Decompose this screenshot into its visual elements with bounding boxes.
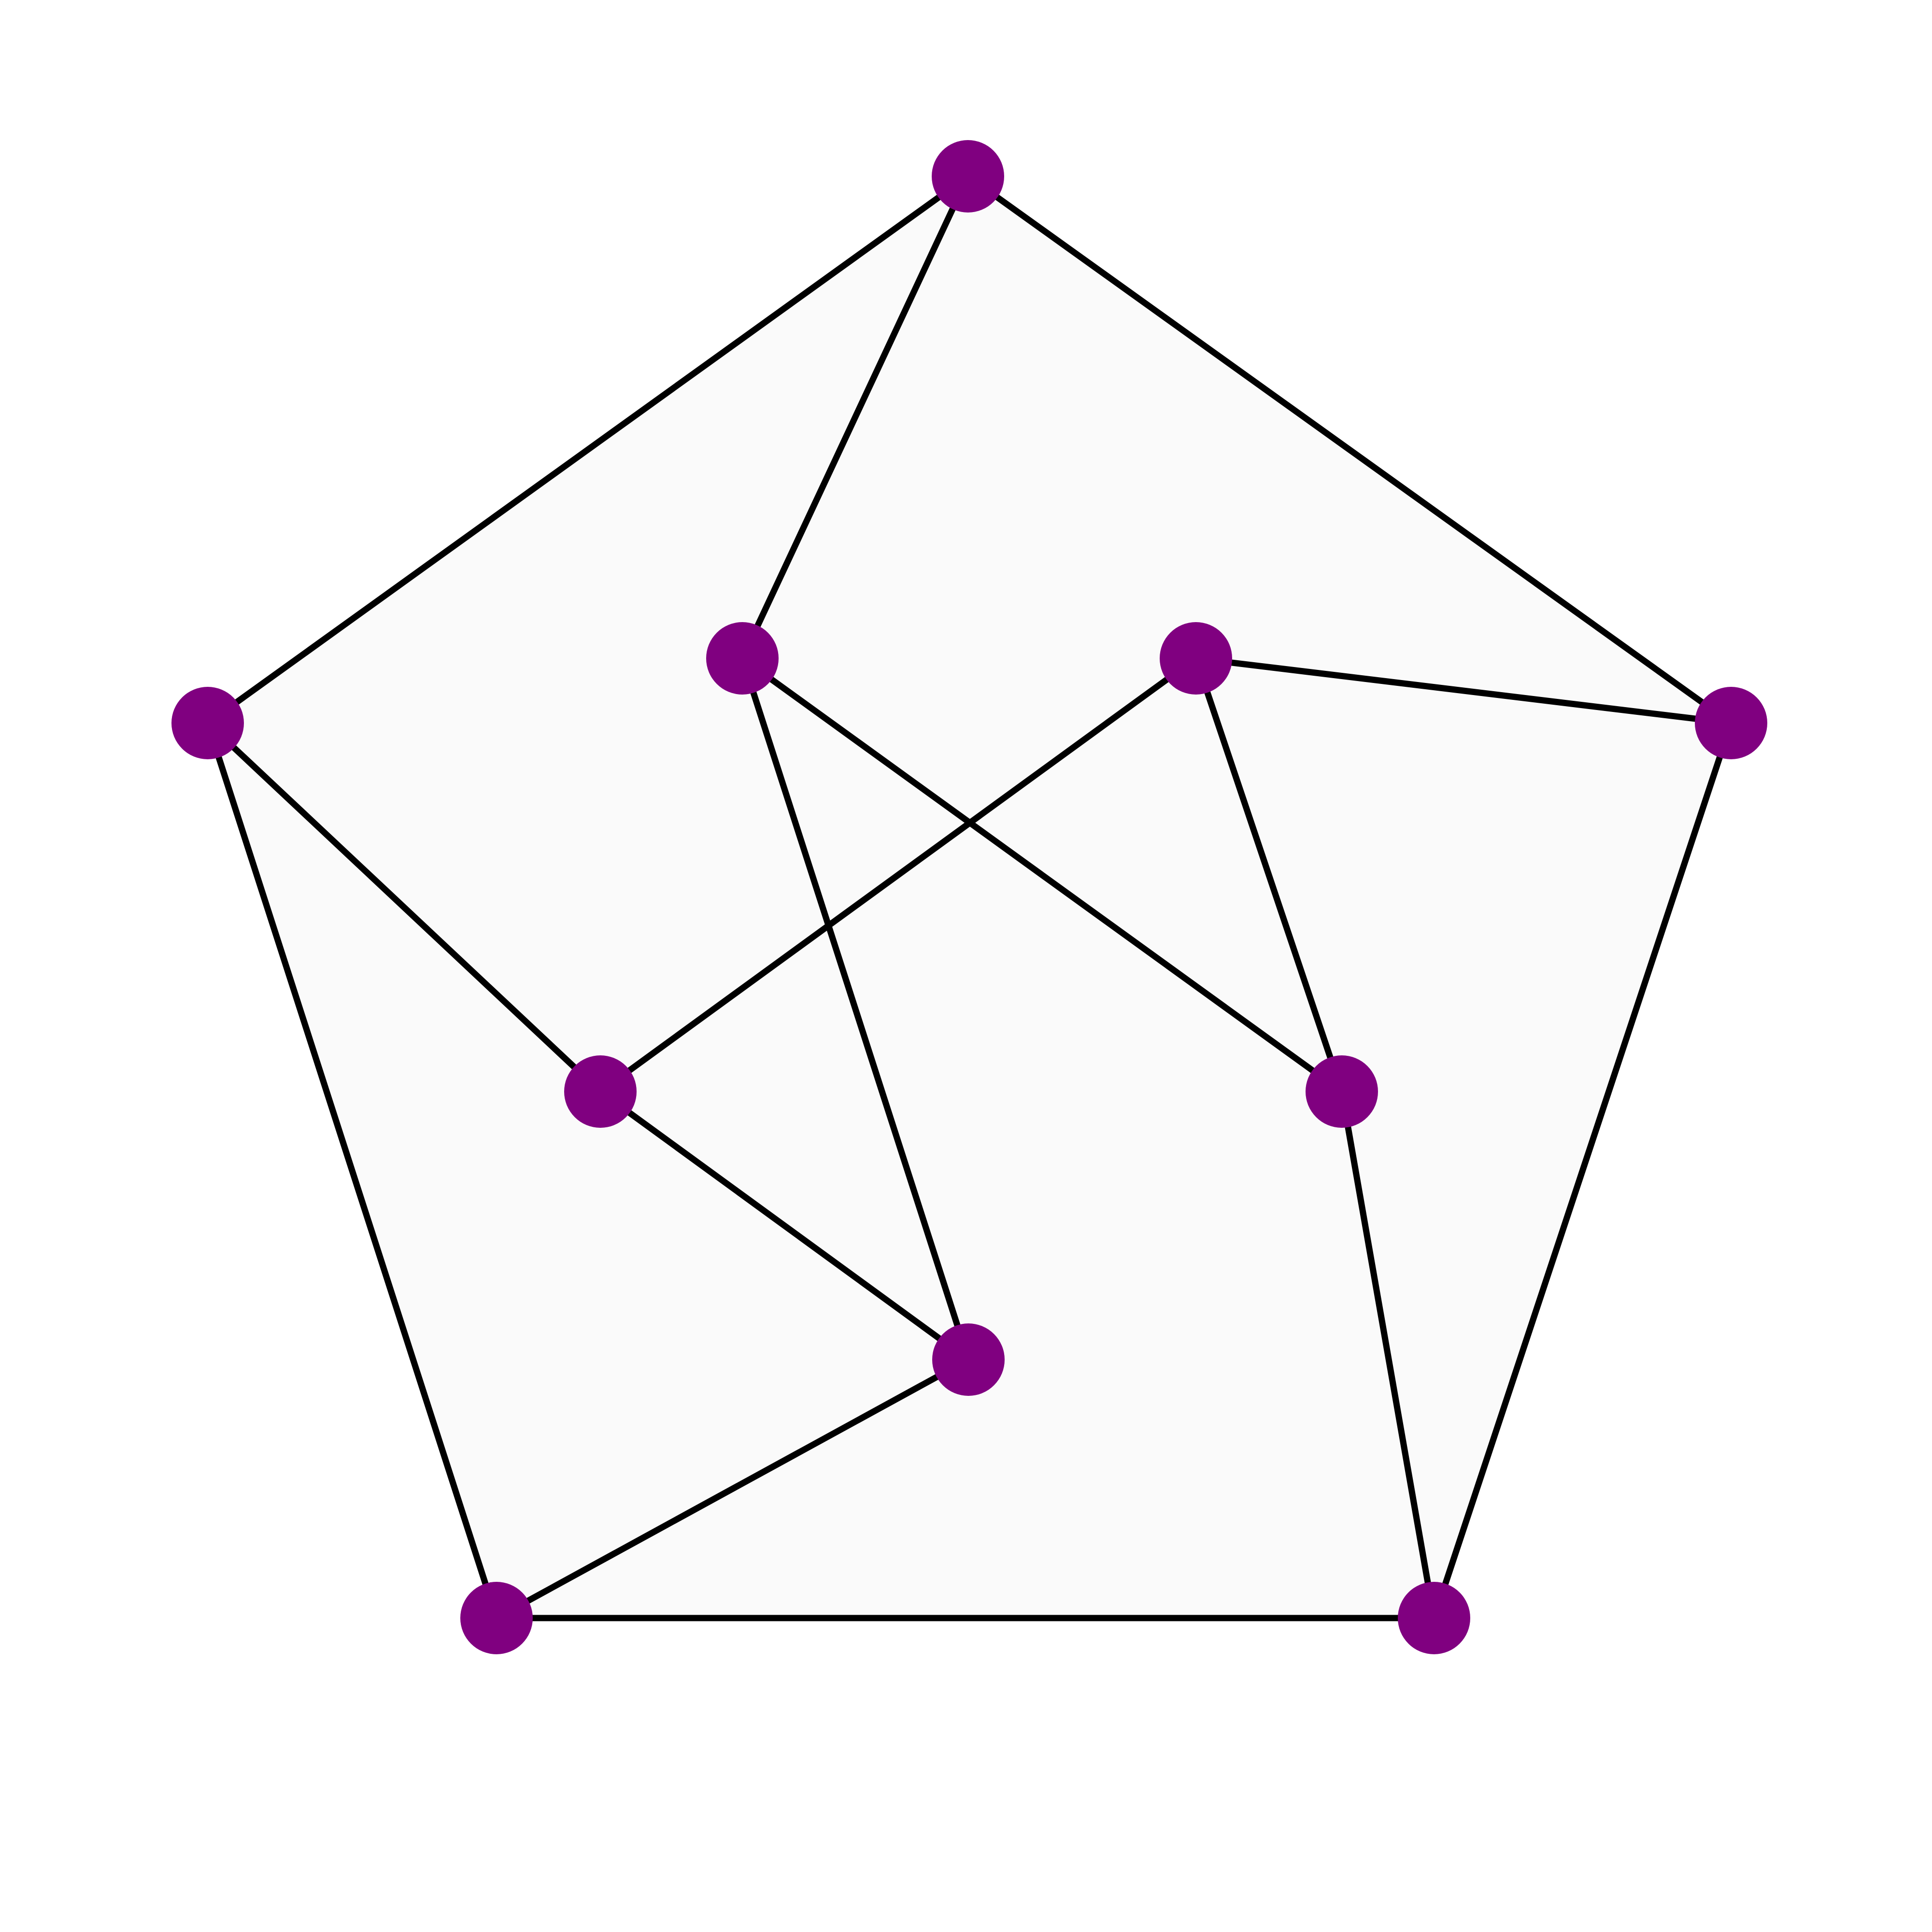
vertex-v1 xyxy=(1695,687,1767,759)
vertex-v8 xyxy=(1306,1055,1378,1128)
edge-v2-v8 xyxy=(1338,1088,1437,1621)
edge-v1-v2 xyxy=(1431,720,1734,1621)
edge-v4-v0 xyxy=(204,173,971,726)
edge-v4-v6 xyxy=(204,720,604,1095)
edge-layer xyxy=(204,173,1734,1621)
vertex-v5 xyxy=(706,622,779,695)
edge-v0-v5 xyxy=(739,173,971,662)
edge-v5-v9 xyxy=(739,655,972,1363)
vertex-layer xyxy=(171,140,1767,1654)
edge-v6-v9 xyxy=(597,1088,972,1363)
vertex-v6 xyxy=(564,1055,637,1128)
vertex-v7 xyxy=(1160,622,1232,695)
vertex-v9 xyxy=(932,1323,1005,1396)
vertex-v4 xyxy=(171,687,244,759)
edge-v1-v7 xyxy=(1193,655,1734,726)
edge-v6-v7 xyxy=(597,655,1199,1095)
outer-face-fill xyxy=(208,176,1731,1618)
vertex-v2 xyxy=(1398,1582,1470,1654)
vertex-v3 xyxy=(460,1582,533,1654)
vertex-v0 xyxy=(932,140,1004,213)
edge-v5-v8 xyxy=(739,655,1345,1095)
edge-v3-v4 xyxy=(204,720,500,1621)
edge-v3-v9 xyxy=(493,1356,972,1621)
edge-v7-v8 xyxy=(1193,655,1345,1095)
edge-v0-v1 xyxy=(965,173,1734,726)
